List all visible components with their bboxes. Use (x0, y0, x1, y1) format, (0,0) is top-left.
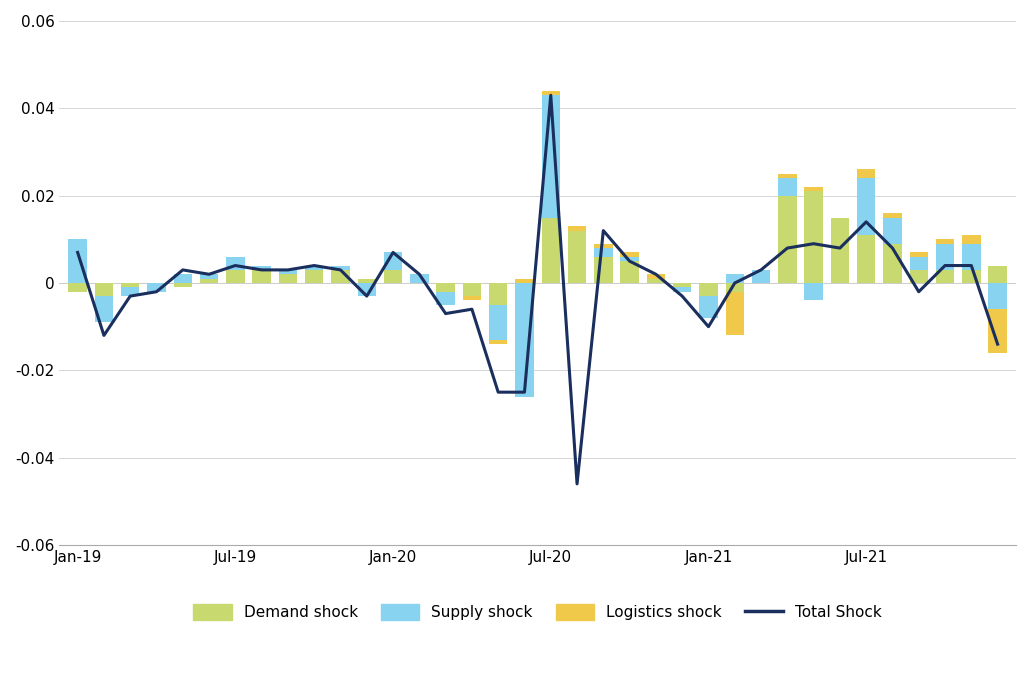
Bar (962, 270, 980, 283)
Bar (173, 274, 192, 283)
Bar (541, 218, 560, 283)
Bar (621, 257, 639, 261)
Bar (726, 274, 744, 283)
Bar (121, 283, 139, 288)
Bar (226, 257, 244, 270)
Bar (884, 218, 902, 244)
Legend: Demand shock, Supply shock, Logistics shock, Total Shock: Demand shock, Supply shock, Logistics sh… (188, 598, 888, 626)
Bar (278, 270, 297, 274)
Bar (278, 274, 297, 283)
Bar (226, 270, 244, 283)
Bar (778, 178, 797, 196)
Bar (699, 283, 718, 296)
Bar (989, 283, 1007, 309)
Bar (68, 283, 87, 292)
Bar (752, 270, 770, 283)
Bar (594, 248, 612, 257)
Bar (436, 283, 455, 292)
Bar (857, 178, 875, 235)
Bar (68, 239, 87, 283)
Bar (331, 265, 350, 270)
Bar (884, 213, 902, 218)
Bar (147, 283, 166, 292)
Bar (909, 253, 928, 257)
Bar (541, 95, 560, 218)
Bar (463, 283, 481, 296)
Bar (804, 187, 823, 191)
Bar (621, 261, 639, 283)
Bar (516, 283, 534, 396)
Bar (936, 244, 955, 270)
Bar (673, 288, 692, 292)
Bar (726, 283, 744, 292)
Bar (463, 296, 481, 300)
Bar (331, 270, 350, 283)
Bar (305, 265, 324, 270)
Bar (95, 296, 113, 322)
Bar (989, 309, 1007, 353)
Bar (804, 283, 823, 300)
Bar (909, 270, 928, 283)
Bar (699, 296, 718, 318)
Bar (384, 253, 402, 270)
Bar (489, 340, 507, 344)
Bar (962, 244, 980, 270)
Bar (778, 174, 797, 178)
Bar (909, 257, 928, 270)
Bar (778, 196, 797, 283)
Bar (253, 270, 271, 283)
Bar (410, 274, 429, 283)
Bar (989, 265, 1007, 283)
Bar (962, 235, 980, 244)
Bar (646, 279, 665, 283)
Bar (726, 292, 744, 335)
Bar (358, 283, 376, 296)
Bar (384, 270, 402, 283)
Bar (857, 169, 875, 178)
Bar (358, 279, 376, 283)
Bar (95, 283, 113, 296)
Bar (568, 230, 587, 283)
Bar (541, 91, 560, 95)
Bar (436, 292, 455, 304)
Bar (857, 235, 875, 283)
Bar (305, 270, 324, 283)
Bar (594, 257, 612, 283)
Bar (594, 244, 612, 248)
Bar (673, 283, 692, 288)
Bar (884, 244, 902, 283)
Bar (936, 270, 955, 283)
Bar (804, 191, 823, 283)
Bar (200, 279, 219, 283)
Bar (489, 304, 507, 340)
Bar (200, 274, 219, 279)
Bar (121, 288, 139, 296)
Bar (516, 279, 534, 283)
Bar (936, 239, 955, 244)
Bar (253, 265, 271, 270)
Bar (646, 274, 665, 279)
Bar (489, 283, 507, 304)
Bar (621, 253, 639, 257)
Bar (831, 218, 850, 283)
Bar (173, 283, 192, 288)
Bar (568, 226, 587, 230)
